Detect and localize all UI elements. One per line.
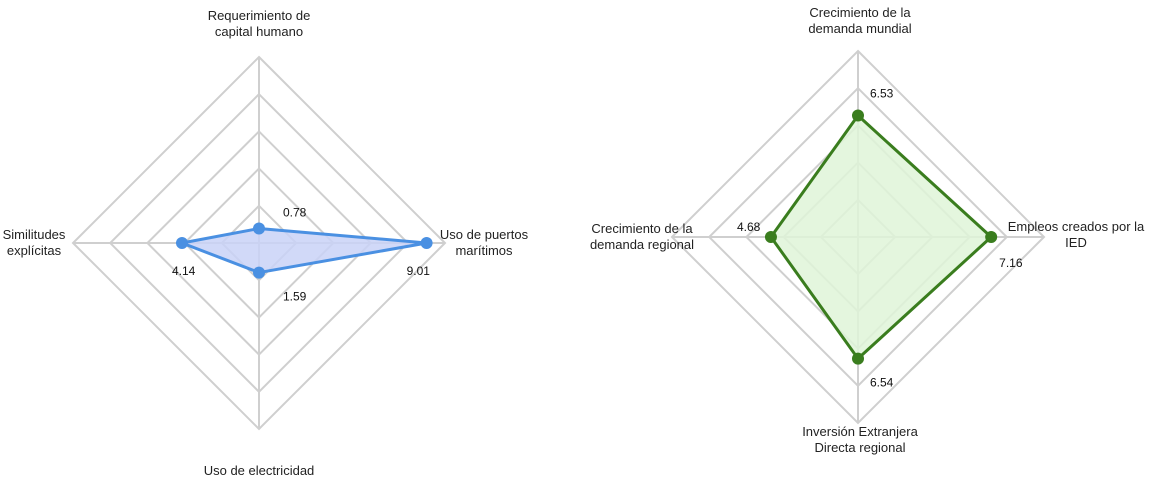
axis-label: Empleos creados por la IED: [1008, 219, 1145, 250]
data-point: [985, 231, 998, 243]
data-label: 7.16: [999, 256, 1023, 270]
data-label: 6.54: [870, 376, 894, 390]
data-point: [764, 231, 777, 243]
data-point: [253, 266, 265, 279]
data-label: 4.14: [172, 264, 196, 278]
axis-label: Similitudes explícitas: [3, 227, 66, 258]
axis-label: Requerimiento de capital humano: [208, 8, 311, 39]
radar-chart-right: 6.53 7.16 6.54 4.68 Crecimiento de la demanda…: [590, 5, 1145, 455]
radar-chart-left: 0.78 9.01 1.59 4.14 Requerimiento de capital …: [3, 8, 529, 478]
data-point: [175, 237, 188, 249]
data-label: 0.78: [283, 205, 307, 219]
axis-label: Crecimiento de la demanda mundial: [808, 5, 911, 36]
data-label: 4.68: [737, 220, 761, 234]
data-point: [253, 222, 265, 235]
data-point: [852, 352, 864, 365]
axis-label: Uso de electricidad: [204, 463, 315, 478]
axis-label: Uso de puertos marítimos: [440, 227, 529, 258]
data-label: 1.59: [283, 290, 307, 304]
data-label: 9.01: [407, 264, 431, 278]
data-point: [420, 237, 433, 249]
axis-label: Crecimiento de la demanda regional: [590, 221, 694, 252]
axis-label: Inversión Extranjera Directa regional: [802, 424, 918, 455]
data-label: 6.53: [870, 87, 894, 101]
series-area: [180, 226, 429, 275]
data-point: [852, 109, 864, 122]
